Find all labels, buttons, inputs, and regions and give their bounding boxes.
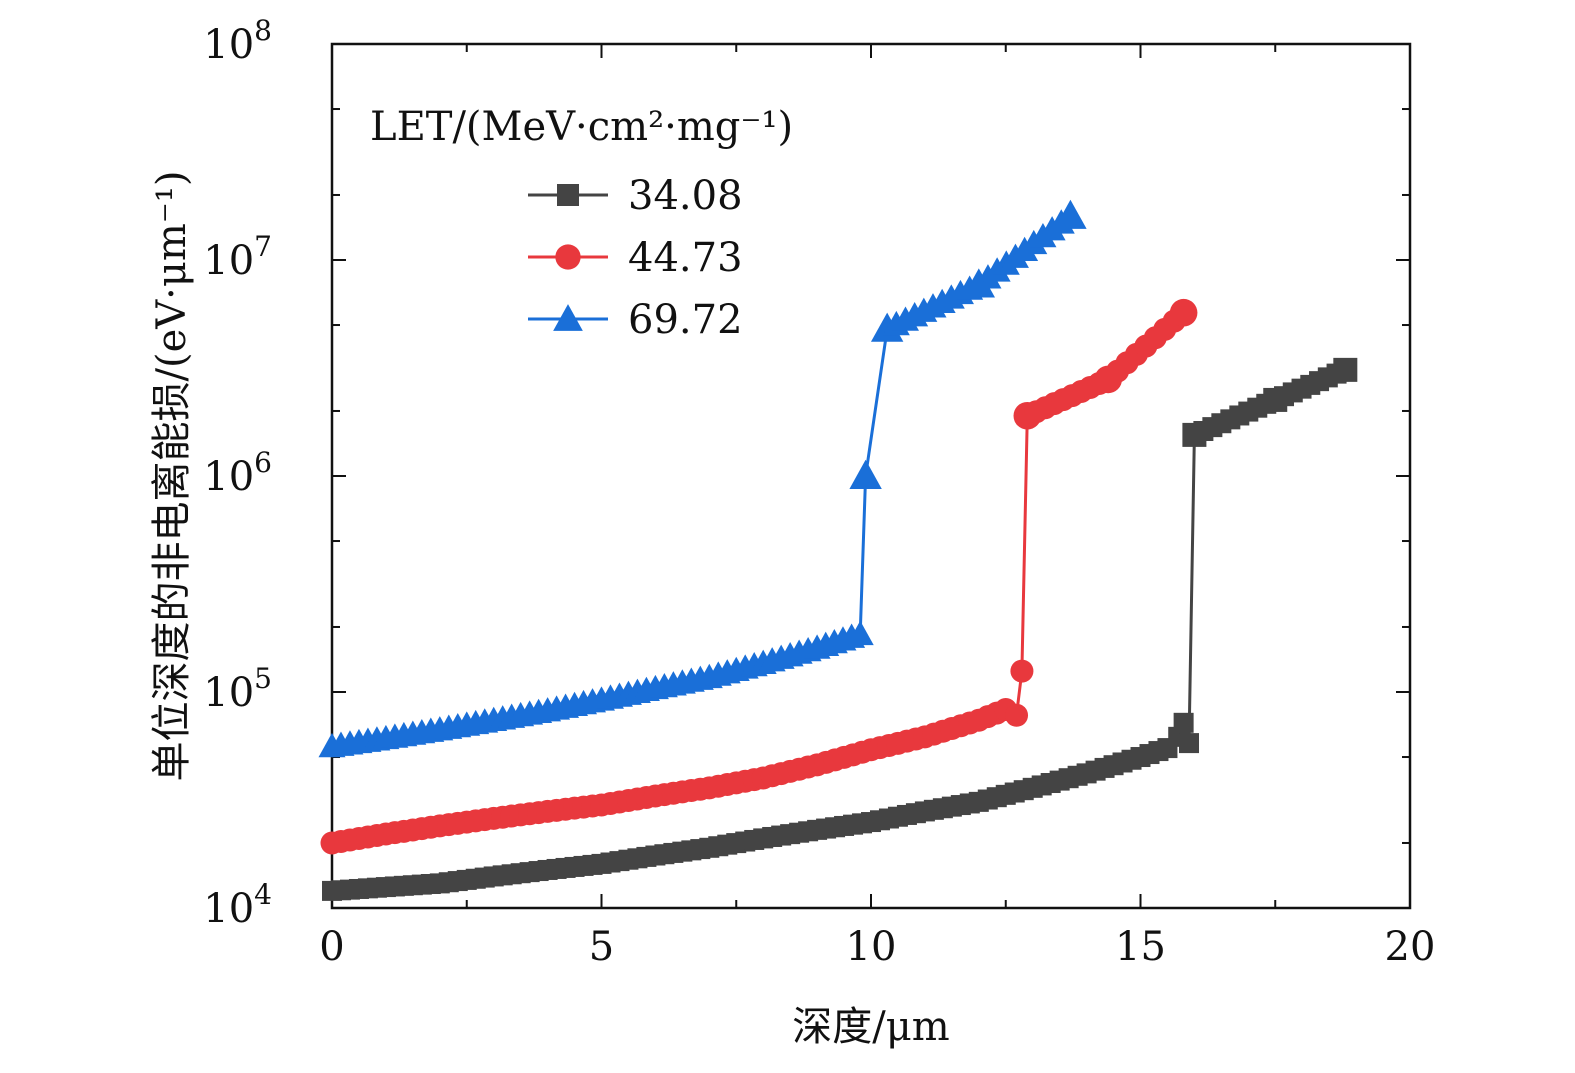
x-axis-label: 深度/μm xyxy=(792,1004,949,1050)
legend-label: 34.08 xyxy=(628,173,743,219)
legend-marker xyxy=(553,304,583,331)
series-34.08 xyxy=(322,357,1358,901)
data-point xyxy=(849,459,882,489)
x-tick-label: 0 xyxy=(319,924,344,970)
legend-entry: 69.72 xyxy=(528,297,743,343)
legend-entry: 34.08 xyxy=(528,173,743,219)
y-tick-label: 106 xyxy=(203,446,272,500)
legend-entry: 44.73 xyxy=(528,235,743,281)
y-tick-label: 107 xyxy=(203,230,272,284)
legend: LET/(MeV·cm²·mg⁻¹) 34.08 44.73 69.72 xyxy=(370,104,793,343)
y-axis-label: 单位深度的非电离能损/(eV·μm⁻¹) xyxy=(149,170,195,781)
data-point xyxy=(1054,199,1087,229)
legend-label: 69.72 xyxy=(628,297,743,343)
series-69.72 xyxy=(318,199,1087,758)
data-point xyxy=(846,620,874,646)
x-tick-label: 5 xyxy=(589,924,614,970)
legend-marker xyxy=(557,184,579,206)
series-layer xyxy=(318,199,1358,901)
y-tick-label: 105 xyxy=(203,662,272,716)
x-axis-ticks: 0 5 10 15 20 xyxy=(319,44,1435,970)
x-tick-label: 20 xyxy=(1385,924,1436,970)
x-tick-label: 10 xyxy=(846,924,897,970)
series-44.73 xyxy=(320,298,1198,855)
data-point xyxy=(1333,357,1358,382)
data-point xyxy=(1169,298,1198,327)
legend-marker xyxy=(555,244,581,270)
legend-title: LET/(MeV·cm²·mg⁻¹) xyxy=(370,104,793,150)
x-tick-label: 15 xyxy=(1115,924,1166,970)
data-point xyxy=(1005,703,1029,727)
data-point xyxy=(1173,712,1194,733)
legend-label: 44.73 xyxy=(628,235,743,281)
y-tick-label: 108 xyxy=(203,14,272,68)
data-point xyxy=(1010,659,1034,683)
y-tick-label: 104 xyxy=(203,878,272,932)
y-axis-ticks: 104 105 106 107 108 xyxy=(203,14,1410,932)
data-point xyxy=(1179,733,1200,754)
legend-entries: 34.08 44.73 69.72 xyxy=(528,173,743,343)
